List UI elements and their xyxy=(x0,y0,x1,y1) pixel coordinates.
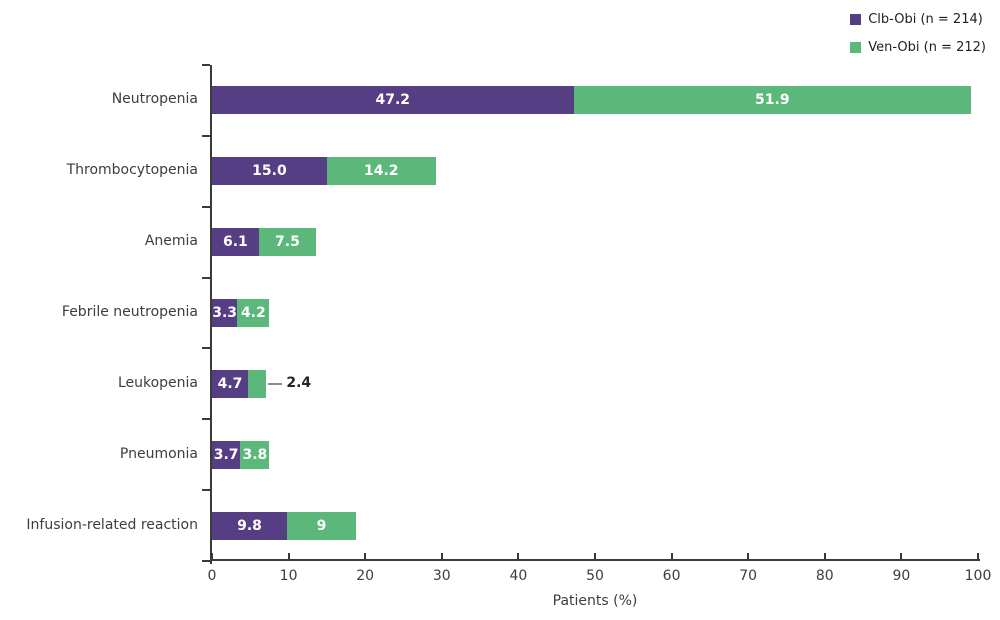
category-label: Thrombocytopenia xyxy=(66,162,198,179)
x-axis-line xyxy=(210,559,980,561)
category-label: Febrile neutropenia xyxy=(61,304,198,320)
value-label: 15.0 xyxy=(252,163,287,180)
x-axis-tick-label: 80 xyxy=(815,568,834,584)
legend-label: Ven-Obi (n = 212) xyxy=(868,40,986,55)
value-label: 3.3 xyxy=(212,305,238,321)
x-axis-tick xyxy=(517,553,520,559)
x-axis-tick xyxy=(440,553,443,559)
y-axis-tick xyxy=(202,489,210,492)
value-label: 14.2 xyxy=(364,163,399,180)
x-axis-tick-label: 70 xyxy=(739,568,758,584)
x-axis-tick xyxy=(900,553,903,559)
category-label: Pneumonia xyxy=(119,445,198,462)
x-axis-tick xyxy=(594,553,596,559)
bar-segment-clb-obi xyxy=(212,86,574,115)
bar-segment-clb-obi xyxy=(212,511,288,540)
value-label: 51.9 xyxy=(755,92,790,109)
x-axis-tick-label: 0 xyxy=(207,568,217,584)
bar-segment-clb-obi xyxy=(212,440,241,469)
x-axis-tick-label: 20 xyxy=(356,568,375,584)
x-axis-tick xyxy=(823,553,826,559)
x-axis-tick-label: 40 xyxy=(509,568,528,584)
value-label-outside: 2.4 xyxy=(286,374,312,391)
x-axis-tick-label: 100 xyxy=(964,568,992,584)
bar-segment-ven-obi xyxy=(287,511,356,540)
x-axis-tick xyxy=(977,553,979,559)
x-axis-tick xyxy=(211,553,213,559)
y-axis-tick xyxy=(202,347,210,350)
y-axis-line xyxy=(210,65,212,564)
x-axis-tick xyxy=(747,553,750,559)
value-label: 47.2 xyxy=(375,92,411,109)
legend-item: Clb-Obi (n = 214) xyxy=(850,12,986,27)
x-axis-tick-label: 50 xyxy=(586,568,604,584)
value-label: 4.7 xyxy=(217,375,243,392)
value-leader-line xyxy=(268,382,283,385)
x-axis-title: Patients (%) xyxy=(552,593,638,609)
y-axis-tick xyxy=(202,560,210,562)
value-label: 9.8 xyxy=(237,517,262,534)
value-label: 3.8 xyxy=(242,446,268,463)
y-axis-tick xyxy=(202,418,210,421)
x-axis-tick-label: 10 xyxy=(279,568,298,584)
x-axis-tick-label: 90 xyxy=(892,568,911,584)
legend-swatch-icon xyxy=(850,14,862,25)
bar-segment-ven-obi xyxy=(326,157,436,186)
bar-segment-ven-obi xyxy=(573,86,972,115)
x-axis-tick xyxy=(287,553,290,559)
x-axis-tick xyxy=(670,553,673,559)
category-label: Infusion-related reaction xyxy=(26,516,198,533)
y-axis-tick xyxy=(202,134,210,137)
bar-segment-clb-obi xyxy=(212,369,248,398)
x-axis-tick-label: 30 xyxy=(432,568,451,584)
category-label: Anemia xyxy=(144,233,198,250)
legend-label: Clb-Obi (n = 214) xyxy=(868,12,983,27)
legend: Clb-Obi (n = 214) Ven-Obi (n = 212) xyxy=(850,12,986,55)
category-label: Neutropenia xyxy=(111,91,198,108)
bar-segment-ven-obi xyxy=(240,440,270,469)
value-label: 4.2 xyxy=(240,305,266,321)
bar-segment-ven-obi xyxy=(237,299,270,327)
x-axis-tick xyxy=(364,553,367,559)
y-axis-tick xyxy=(202,64,210,66)
bar-segment-clb-obi xyxy=(212,299,238,327)
value-label: 3.7 xyxy=(213,446,239,463)
category-label: Leukopenia xyxy=(117,374,198,391)
legend-item: Ven-Obi (n = 212) xyxy=(850,40,986,55)
value-label: 9 xyxy=(316,517,327,534)
y-axis-tick xyxy=(202,205,210,208)
x-axis-tick-label: 60 xyxy=(662,568,681,584)
bar-segment-clb-obi xyxy=(212,157,327,186)
bar-segment-clb-obi xyxy=(212,228,259,257)
bar-segment-ven-obi xyxy=(248,369,267,398)
legend-swatch-icon xyxy=(850,42,862,53)
bar-segment-ven-obi xyxy=(258,228,317,257)
y-axis-tick xyxy=(202,276,210,279)
value-label: 6.1 xyxy=(222,234,248,251)
value-label: 7.5 xyxy=(275,234,300,251)
